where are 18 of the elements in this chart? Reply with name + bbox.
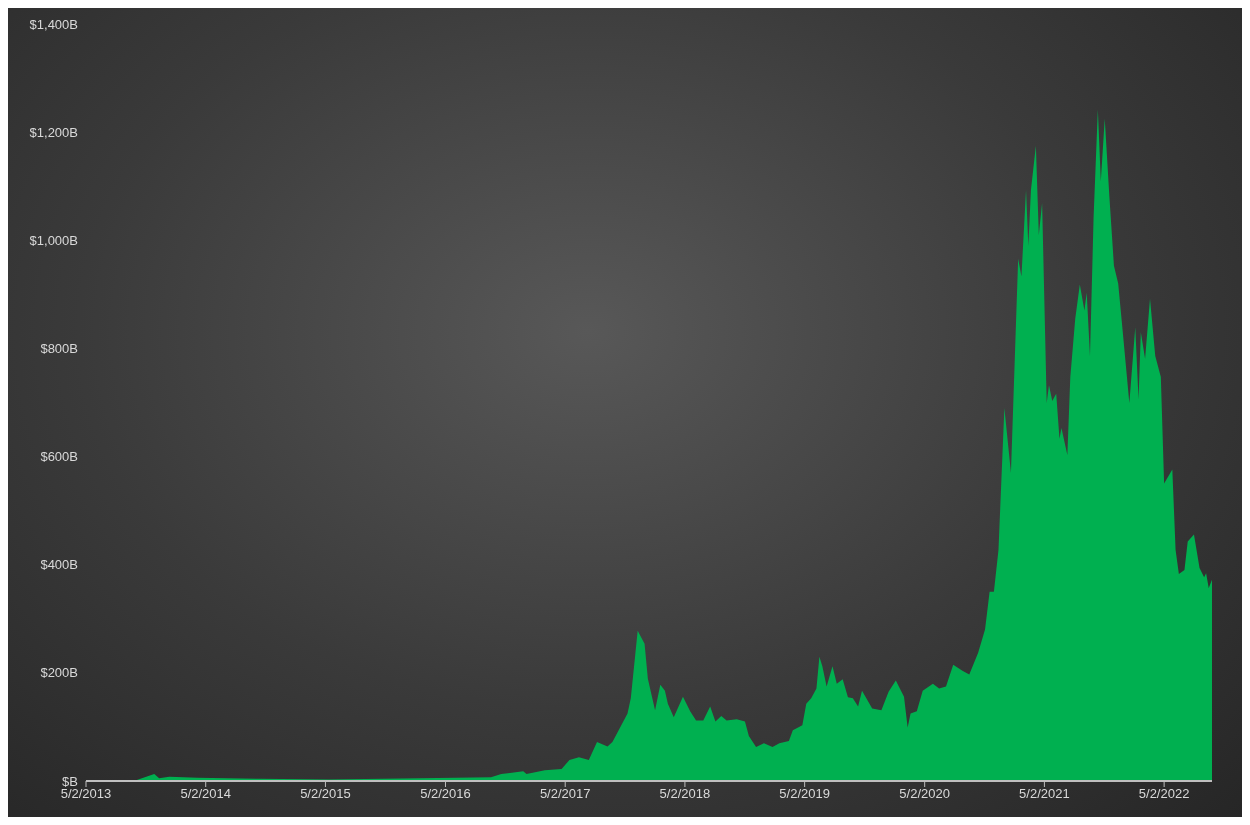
y-tick-label: $1,000B — [29, 232, 78, 248]
x-tick-label: 5/2/2022 — [1138, 786, 1190, 802]
y-tick-label: $400B — [40, 557, 78, 573]
x-tick-label: 5/2/2018 — [659, 786, 711, 802]
y-tick-label: $800B — [40, 341, 78, 357]
y-tick-label: $1,200B — [29, 124, 78, 140]
y-tick-label: $B — [62, 773, 78, 789]
x-tick-label: 5/2/2015 — [300, 786, 351, 802]
x-tick-label: 5/2/2020 — [899, 786, 950, 802]
y-tick-label: $600B — [40, 449, 78, 465]
x-tick-label: 5/2/2013 — [60, 786, 112, 802]
y-tick-label: $200B — [40, 665, 78, 681]
y-tick-label: $1,400B — [29, 16, 78, 32]
x-tick-label: 5/2/2014 — [180, 786, 232, 802]
x-tick-label: 5/2/2021 — [1019, 786, 1070, 802]
x-tick-label: 5/2/2016 — [420, 786, 471, 802]
x-tick-label: 5/2/2019 — [779, 786, 830, 802]
x-tick-label: 5/2/2017 — [539, 786, 591, 802]
